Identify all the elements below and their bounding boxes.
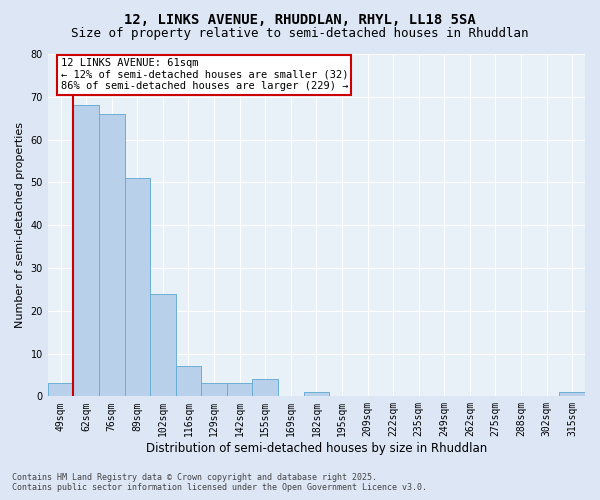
Bar xyxy=(559,392,585,396)
Bar xyxy=(150,294,176,397)
Bar xyxy=(73,106,99,397)
Text: Contains HM Land Registry data © Crown copyright and database right 2025.
Contai: Contains HM Land Registry data © Crown c… xyxy=(12,473,427,492)
Bar xyxy=(176,366,201,396)
Bar xyxy=(227,384,253,396)
Bar xyxy=(253,379,278,396)
Text: Size of property relative to semi-detached houses in Rhuddlan: Size of property relative to semi-detach… xyxy=(71,28,529,40)
Bar xyxy=(125,178,150,396)
Y-axis label: Number of semi-detached properties: Number of semi-detached properties xyxy=(15,122,25,328)
Text: 12 LINKS AVENUE: 61sqm
← 12% of semi-detached houses are smaller (32)
86% of sem: 12 LINKS AVENUE: 61sqm ← 12% of semi-det… xyxy=(61,58,348,92)
Bar xyxy=(48,384,73,396)
X-axis label: Distribution of semi-detached houses by size in Rhuddlan: Distribution of semi-detached houses by … xyxy=(146,442,487,455)
Bar xyxy=(304,392,329,396)
Bar xyxy=(201,384,227,396)
Bar xyxy=(99,114,125,397)
Text: 12, LINKS AVENUE, RHUDDLAN, RHYL, LL18 5SA: 12, LINKS AVENUE, RHUDDLAN, RHYL, LL18 5… xyxy=(124,12,476,26)
